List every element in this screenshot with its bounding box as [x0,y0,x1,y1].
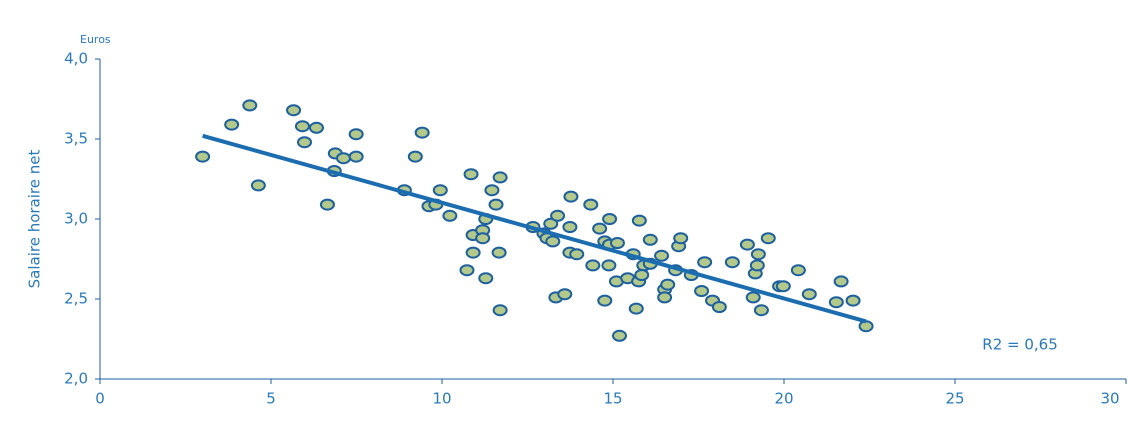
point [585,259,601,272]
point [697,256,713,269]
point [673,232,689,245]
trend-line [202,133,867,324]
point [488,198,504,211]
point [336,152,352,165]
point [465,246,481,259]
point [294,120,310,133]
point [563,190,579,203]
point [628,302,644,315]
point [694,285,710,297]
y-tick-label: 4,0 [64,50,88,68]
point [602,213,618,225]
y-tick-label: 3,5 [64,130,88,148]
point [432,184,448,197]
point [250,179,266,192]
annotation: R2 = 0,65 [982,336,1057,354]
point [775,280,791,293]
y-unit: Euros [80,33,111,46]
point [492,304,508,317]
point [478,272,494,285]
point [750,248,766,261]
point [348,150,364,163]
y-tick-label: 2,5 [64,290,88,308]
x-tick-label: 5 [266,390,276,408]
point [711,301,727,313]
x-tick-label: 20 [774,390,793,408]
point [484,184,500,197]
point [492,171,508,184]
point [414,126,430,139]
point [562,221,578,233]
point [583,198,599,211]
point [745,291,761,304]
point [319,198,335,211]
point [557,288,573,301]
point [828,296,844,309]
point [463,168,479,181]
point [543,217,559,230]
point [739,238,755,251]
x-tick-label: 25 [945,390,964,408]
point [491,246,507,259]
point [631,214,647,227]
x-tick-label: 0 [95,390,105,408]
point [845,294,861,307]
point [442,209,458,222]
point [308,121,324,134]
y-tick-label: 2,0 [64,370,88,388]
point [724,256,740,269]
x-tick-label: 30 [1100,390,1119,408]
point [601,259,617,272]
point [224,118,240,131]
point [657,291,673,304]
point [475,232,491,245]
point [569,248,585,261]
point [286,104,302,117]
point [660,278,676,291]
x-tick-label: 15 [603,390,622,408]
point [609,237,625,249]
point [611,329,627,342]
point [749,259,765,272]
y-axis-label: Salaire horaire net [26,150,44,289]
point [597,294,613,307]
point [592,222,608,235]
point [833,275,849,288]
point [195,150,211,163]
point [407,150,423,163]
point [642,233,658,246]
point [242,99,258,112]
point [753,304,769,317]
point [801,288,817,301]
point [858,320,874,333]
point [348,128,364,141]
point [760,232,776,245]
y-tick-label: 3,0 [64,210,88,228]
point [297,136,313,149]
point [550,209,566,222]
point [654,249,670,262]
point [545,235,561,248]
point [790,264,806,277]
point [634,269,650,281]
point [459,264,475,277]
x-tick-label: 10 [432,390,451,408]
